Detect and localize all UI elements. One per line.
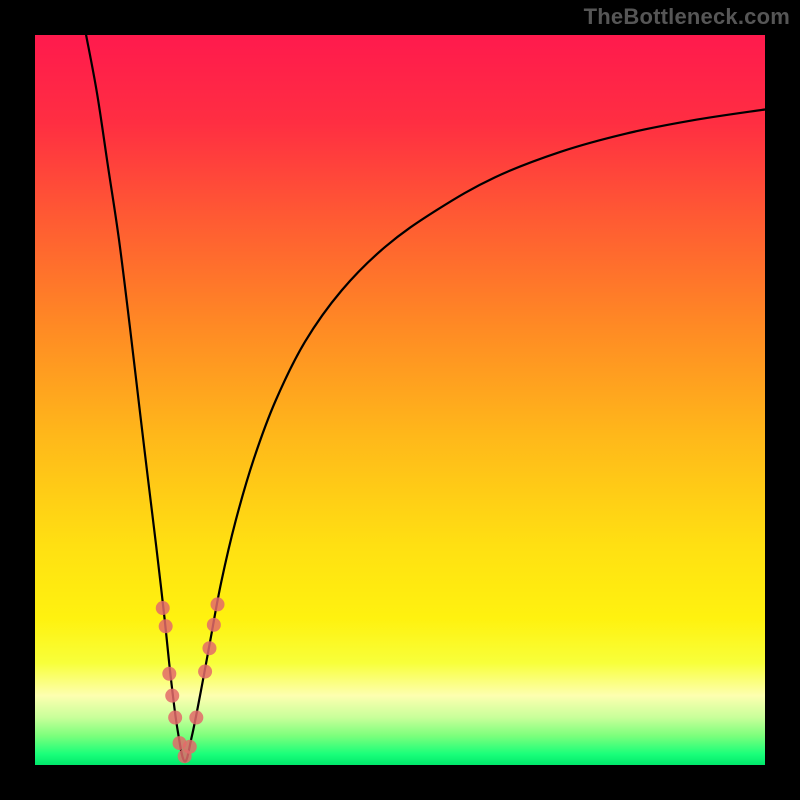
chart-svg (35, 35, 765, 765)
data-marker (189, 711, 203, 725)
data-marker (165, 689, 179, 703)
plot-area (35, 35, 765, 765)
data-marker (211, 597, 225, 611)
data-marker (202, 641, 216, 655)
data-marker (207, 618, 221, 632)
data-marker (183, 740, 197, 754)
data-marker (198, 665, 212, 679)
data-marker (156, 601, 170, 615)
watermark-text: TheBottleneck.com (584, 4, 790, 30)
data-marker (168, 711, 182, 725)
data-marker (162, 667, 176, 681)
chart-frame: TheBottleneck.com (0, 0, 800, 800)
data-marker (159, 619, 173, 633)
gradient-background (35, 35, 765, 765)
